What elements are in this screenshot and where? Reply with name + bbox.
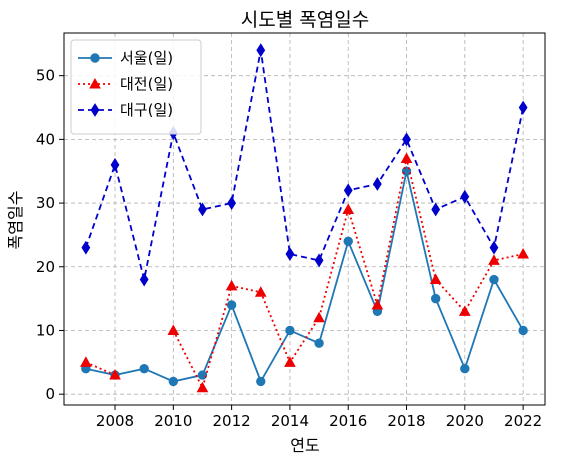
- legend-label: 서울(일): [120, 49, 173, 67]
- y-tick-label: 0: [45, 385, 55, 403]
- data-point: [343, 183, 353, 198]
- data-point: [285, 247, 295, 261]
- y-axis-label: 폭염일수: [6, 191, 25, 250]
- data-point: [256, 376, 266, 387]
- data-point: [429, 273, 442, 285]
- x-tick-label: 2008: [96, 412, 134, 430]
- series-line: [85, 171, 524, 384]
- x-tick-label: 2022: [504, 412, 542, 430]
- legend-item-1: 서울(일): [78, 49, 173, 67]
- data-point: [198, 202, 207, 217]
- data-point: [402, 132, 411, 147]
- series-2: [80, 152, 529, 393]
- y-tick-label: 10: [36, 321, 55, 339]
- data-point: [196, 381, 209, 393]
- data-point: [167, 324, 180, 335]
- axis-ticks: 2008 2010 2012 2014 2016 2018 2020 2022 0 10 20 30 4…: [36, 67, 542, 430]
- data-point: [343, 236, 353, 246]
- data-point: [81, 240, 91, 255]
- data-point: [460, 363, 470, 374]
- data-point: [314, 253, 324, 268]
- data-point: [225, 279, 238, 291]
- x-tick-label: 2016: [329, 412, 367, 430]
- y-tick-label: 50: [36, 67, 55, 85]
- x-tick-label: 2012: [213, 412, 251, 430]
- y-tick-label: 20: [36, 258, 55, 276]
- series-line: [85, 50, 525, 280]
- legend-label: 대구(일): [120, 101, 173, 119]
- y-tick-label: 30: [36, 194, 55, 212]
- data-point: [372, 177, 382, 191]
- data-point: [285, 325, 295, 336]
- legend-marker: [89, 77, 101, 89]
- x-tick-label: 2018: [387, 412, 425, 430]
- data-point: [489, 240, 499, 255]
- data-point: [226, 300, 237, 310]
- data-point: [488, 254, 500, 265]
- data-point: [227, 196, 237, 211]
- legend: 서울(일) 대전(일) 대구(일): [70, 39, 202, 135]
- y-tick-label: 40: [36, 130, 55, 148]
- x-tick-label: 2020: [446, 412, 484, 430]
- data-point: [518, 100, 528, 115]
- data-point: [80, 356, 92, 367]
- legend-item-3: 대구(일): [78, 101, 173, 119]
- chart-title: 시도별 폭염일수: [241, 9, 369, 31]
- data-point: [400, 152, 413, 163]
- data-point: [168, 376, 179, 387]
- series-line: [85, 361, 116, 376]
- legend-item-2: 대전(일): [78, 75, 173, 93]
- data-point: [342, 203, 355, 214]
- data-point: [431, 202, 441, 217]
- data-point: [313, 311, 325, 323]
- data-point: [256, 43, 266, 58]
- legend-marker: [90, 103, 100, 117]
- legend-marker: [90, 53, 100, 63]
- x-axis-label: 연도: [290, 436, 319, 455]
- plot-area: [63, 32, 546, 406]
- x-tick-label: 2014: [271, 412, 309, 430]
- data-point: [314, 338, 324, 348]
- x-tick-label: 2010: [154, 412, 192, 430]
- data-point: [197, 370, 208, 380]
- data-point: [517, 248, 529, 259]
- legend-label: 대전(일): [120, 75, 173, 93]
- data-point: [489, 274, 499, 285]
- data-point: [109, 369, 121, 380]
- data-point: [110, 157, 120, 172]
- data-point: [458, 305, 471, 316]
- data-point: [254, 286, 267, 297]
- data-point: [284, 356, 296, 367]
- data-point: [460, 189, 470, 204]
- data-point: [518, 325, 528, 336]
- data-point: [371, 298, 384, 310]
- data-point: [139, 363, 149, 374]
- data-point: [430, 293, 441, 304]
- data-point: [139, 272, 149, 287]
